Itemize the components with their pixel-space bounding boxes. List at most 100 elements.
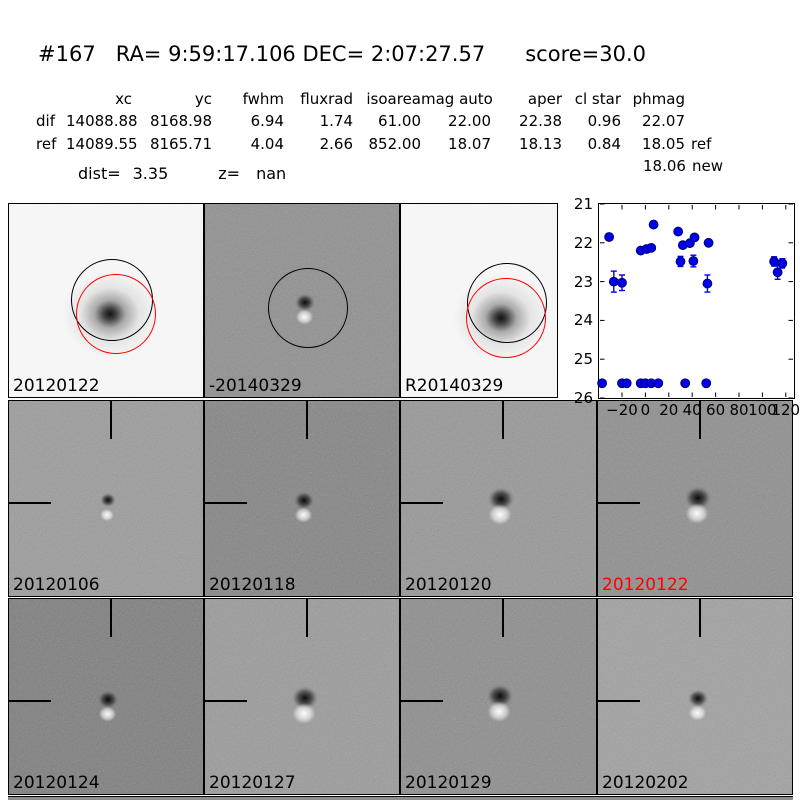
cutout-label: 20120122 [602,575,689,596]
stats-cell: 0.84 [587,135,621,153]
stats-header-fluxrad: fluxrad [300,90,353,108]
stats-cell: 18.05 [642,135,685,153]
crosshair-tick-vertical [502,599,504,637]
dist-value: 3.35 [132,164,169,183]
phmag-new-value: 18.06 [643,157,686,175]
data-point-faint-epochs [653,378,664,389]
crosshair-tick-vertical [110,401,112,439]
dist-label: dist= [78,164,121,183]
crosshair-tick-horizontal [9,502,51,504]
page-title: #167 RA= 9:59:17.106 DEC= 2:07:27.57 sco… [38,42,647,66]
aperture-circle-red [76,274,156,354]
dipole-white-blob [484,697,514,725]
stats-cell: 0.96 [587,112,621,130]
cutout-panel-20120124: 20120124 [8,598,204,795]
cutout-panel-R20140329: R20140329 [400,203,558,398]
cutout-panel-20120127: 20120127 [204,598,400,795]
lightcurve-canvas [597,203,793,399]
crosshair-tick-horizontal [598,502,640,504]
stats-cell: 8168.98 [149,112,212,130]
data-point-detections [777,258,788,269]
dist-z-line: dist= 3.35 z= nan [78,164,286,183]
lightcurve-plot: −20 0 20 40 60 80 100 120 21 22 23 24 25 26 [574,195,800,419]
data-point-detections [608,276,619,287]
stats-cell: 22.07 [642,112,685,130]
dipole-white-blob [95,704,119,724]
dipole-white-blob [291,505,315,525]
cutout-label: R20140329 [405,376,504,397]
stats-header-mag-auto: mag auto [421,90,493,108]
cutout-label: 20120106 [13,575,100,596]
crosshair-tick-vertical [699,401,701,439]
y-axis-tick-label: 23 [573,272,593,291]
data-point-faint-epochs [621,378,632,389]
stats-row-suffix: ref [691,135,712,153]
stats-row-dif: dif 14088.88 8168.98 6.94 1.74 61.00 22.00 22.3… [36,112,685,130]
data-point-faint-epochs [680,378,691,389]
y-axis-tick-label: 26 [573,389,593,407]
cutout-panel-20120202: 20120202 [597,598,793,795]
data-point-detections [646,242,657,253]
cutout-panel-20120106: 20120106 [8,400,204,597]
y-axis-tick-label: 24 [573,311,593,330]
stats-header-spacer [36,90,66,108]
stats-cell: 18.07 [448,135,491,153]
data-point-detections [617,277,627,288]
cutout-label: -20140329 [209,376,302,397]
data-point-detections [703,237,714,248]
stats-cell: 22.38 [519,112,562,130]
stats-header-isoarea: isoarea [366,90,421,108]
y-axis-tick-label: 21 [573,195,593,213]
crosshair-tick-horizontal [205,502,247,504]
dipole-white-blob [682,499,712,527]
cutout-label: 20120120 [405,575,492,596]
stats-row-label: dif [36,112,55,130]
data-point-detections [702,278,713,289]
z-label: z= [218,164,241,183]
stats-row-label: ref [36,135,57,153]
dipole-white-blob [289,699,319,727]
data-point-faint-epochs [597,378,608,389]
stats-header-xc: xc [115,90,132,108]
dipole-white-blob [98,507,116,523]
stats-cell: 8165.71 [149,135,212,153]
crosshair-tick-vertical [110,599,112,637]
cutout-label: 20120118 [209,575,296,596]
crosshair-tick-horizontal [9,700,51,702]
phmag-new-line: 18.06 new [643,157,723,175]
cutout-panel-m20140329: -20140329 [204,203,400,398]
cutout-label: 20120124 [13,773,100,794]
stats-cell: 852.00 [368,135,422,153]
data-point-detections [772,267,783,278]
data-point-faint-epochs [701,378,712,389]
stats-cell: 61.00 [378,112,421,130]
dipole-dark-blob [98,491,118,509]
crosshair-tick-vertical [306,599,308,637]
y-axis-tick-label: 25 [573,350,593,369]
cutout-label: 20120122 [13,376,100,397]
data-point-detections [675,256,686,267]
stats-cell: 4.04 [250,135,284,153]
x-axis-tick-label: 120 [771,401,800,419]
stats-cell: 18.13 [519,135,562,153]
stats-cell: 1.74 [319,112,353,130]
crosshair-tick-vertical [306,401,308,439]
data-point-detections [688,256,699,266]
cutout-label: 20120202 [602,773,689,794]
stats-cell: 2.66 [319,135,353,153]
stats-table-header: xc yc fwhm fluxrad isoarea mag auto aper cl sta… [36,90,685,108]
y-axis-tick-label: 22 [573,233,593,252]
cutout-label: 20120129 [405,773,492,794]
stats-header-cl-star: cl star [574,90,621,108]
stats-cell: 6.94 [250,112,284,130]
stats-header-fwhm: fwhm [242,90,284,108]
z-value: nan [256,164,287,183]
cutout-panel-20120118: 20120118 [204,400,400,597]
crosshair-tick-vertical [699,599,701,637]
data-point-detections [769,256,780,267]
data-point-detections [673,226,684,237]
stats-header-phmag: phmag [632,90,685,108]
data-point-detections [689,232,700,243]
stats-cell: 14088.88 [66,112,138,130]
crosshair-tick-vertical [502,401,504,439]
